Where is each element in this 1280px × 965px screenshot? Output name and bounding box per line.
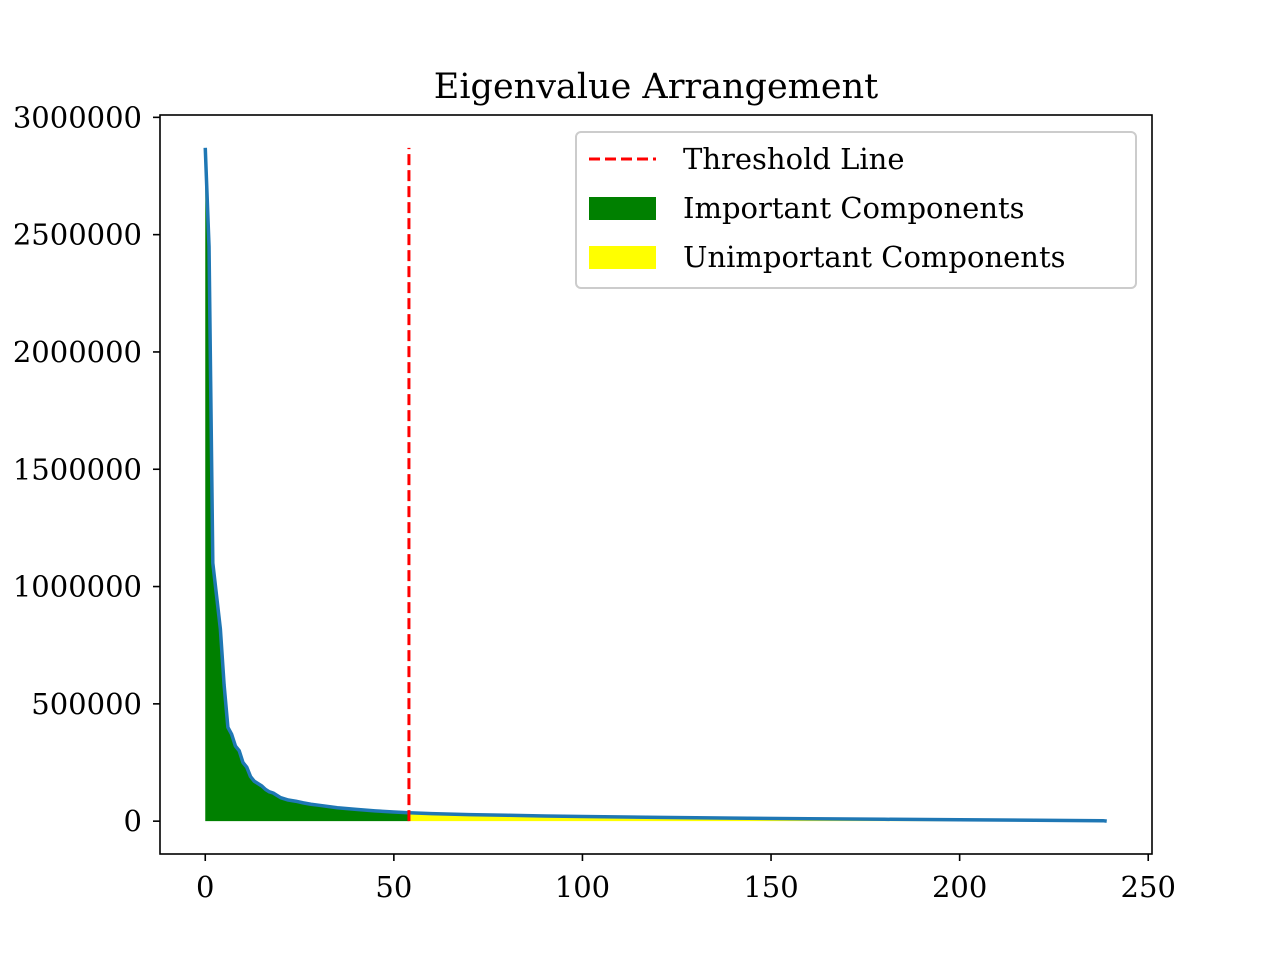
legend-box xyxy=(575,131,1137,289)
fill-area-important xyxy=(205,147,409,822)
y-tick-label: 1500000 xyxy=(13,452,142,486)
y-tick-label: 2500000 xyxy=(13,218,142,252)
legend-swatch-important xyxy=(589,197,656,220)
legend-label: Threshold Line xyxy=(683,142,905,176)
legend: Threshold Line Important Components Unimpo… xyxy=(575,131,1137,289)
x-tick-label: 150 xyxy=(743,870,798,904)
x-tick-label: 0 xyxy=(196,870,214,904)
axes: 0 50 100 150 200 250 0 500000 1000000 1500000 2000… xyxy=(13,100,1176,904)
y-tick-label: 2000000 xyxy=(13,335,142,369)
legend-label: Important Components xyxy=(683,191,1025,225)
x-tick-label: 50 xyxy=(375,870,412,904)
eigenvalue-line xyxy=(203,147,1107,823)
axes-frame xyxy=(159,114,1153,855)
legend-label: Unimportant Components xyxy=(683,240,1066,274)
x-tick-label: 200 xyxy=(932,870,987,904)
y-tick-label: 3000000 xyxy=(13,100,142,134)
y-tick-label: 500000 xyxy=(31,687,142,721)
y-tick-label: 0 xyxy=(124,804,142,838)
plot-area xyxy=(203,147,1107,823)
y-tick-label: 1000000 xyxy=(13,570,142,604)
legend-swatch-unimportant xyxy=(589,246,656,269)
chart-title: Eigenvalue Arrangement xyxy=(434,67,878,107)
fill-area-unimportant xyxy=(408,812,1107,822)
x-tick-label: 100 xyxy=(555,870,610,904)
x-tick-label: 250 xyxy=(1121,870,1176,904)
